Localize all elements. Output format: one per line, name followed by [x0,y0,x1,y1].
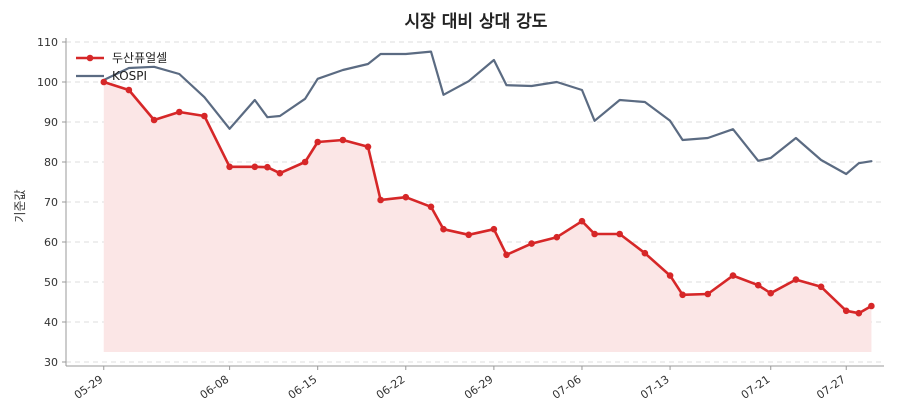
data-point [364,143,372,151]
data-point [767,289,774,297]
data-point [100,78,108,86]
y-tick-label: 90 [44,116,58,129]
data-point [842,307,850,315]
y-tick-label: 70 [44,196,58,209]
data-point [276,169,284,177]
data-point [264,163,271,171]
x-tick-label: 07-13 [638,373,672,402]
series-line-KOSPI [102,50,873,176]
data-point [150,116,158,124]
x-tick-label: 06-29 [462,373,496,402]
data-point [176,108,183,116]
series [100,50,875,317]
data-point [855,309,863,317]
data-point [226,163,233,171]
legend-label: 두산퓨얼셀 [112,51,167,65]
data-point [314,138,322,146]
data-point [440,225,447,233]
data-point [339,136,347,144]
data-point [729,272,737,279]
y-tick-label: 40 [44,316,58,329]
data-point [616,230,623,238]
data-point [301,158,309,166]
y-tick-label: 50 [44,276,58,289]
x-tick-label: 06-22 [374,373,408,402]
y-tick-label: 100 [37,76,58,89]
data-point [553,233,561,241]
x-tick-label: 07-06 [550,373,584,402]
y-tick-label: 30 [44,356,58,369]
y-tick-label: 60 [44,236,58,249]
data-point [704,290,712,298]
data-point [402,193,410,201]
y-tick-label: 80 [44,156,58,169]
data-point [503,251,510,259]
data-point [427,203,435,211]
data-point [817,283,825,291]
x-tick-label: 06-08 [198,373,232,402]
data-point [377,196,384,204]
data-point [578,217,586,225]
data-point [666,272,674,279]
data-point [868,302,875,310]
x-tick-label: 07-21 [739,373,773,402]
area-fill [103,82,872,352]
x-tick-label: 06-15 [286,373,320,402]
series-area-두산퓨얼셀 [103,82,872,352]
legend-label: KOSPI [112,69,147,83]
data-point [251,163,259,171]
legend-marker [86,54,94,62]
chart-title: 시장 대비 상대 강도 [405,12,548,32]
data-point [528,240,535,247]
data-point [201,112,208,120]
y-axis-label: 기준값 [13,189,27,222]
data-point [792,276,800,283]
x-tick-label: 07-27 [814,373,848,402]
data-point [754,281,762,289]
y-tick-label: 110 [37,36,58,49]
data-point [490,225,498,233]
data-point [591,230,598,238]
legend: 두산퓨얼셀 KOSPI [76,51,167,83]
data-point [125,86,133,94]
data-point [641,249,649,257]
x-tick-label: 05-29 [72,373,106,402]
data-point [679,291,686,299]
data-point [465,231,473,239]
